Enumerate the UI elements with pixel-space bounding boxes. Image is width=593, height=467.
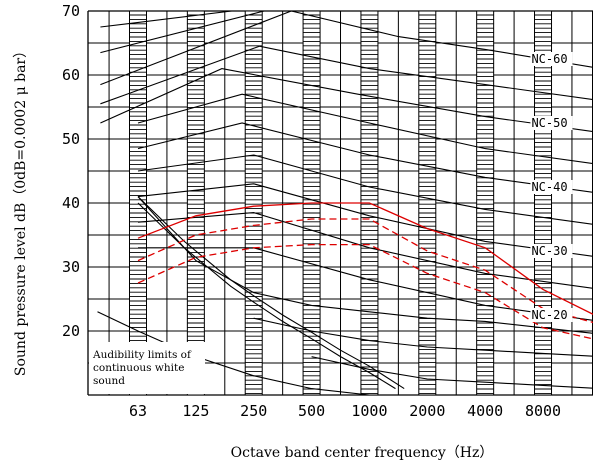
- note-line: continuous white: [93, 362, 184, 374]
- curve-label-nc-30: NC-30: [531, 244, 567, 258]
- series-line-9: [137, 212, 593, 289]
- note-line: sound: [93, 375, 125, 387]
- y-tick-label: 60: [62, 66, 80, 84]
- x-tick-label: 1000: [351, 402, 387, 420]
- x-tick-label: 4000: [467, 402, 503, 420]
- x-axis-title: Octave band center frequency（Hz）: [231, 445, 494, 461]
- curve-label-bg: [530, 180, 573, 194]
- series-line-18: [137, 218, 593, 324]
- curve-label-bg: [530, 116, 573, 130]
- band-column-125: [186, 10, 205, 396]
- curve-label-nc-40: NC-40: [531, 180, 567, 194]
- band-column-box: [534, 10, 553, 396]
- series-line-15: [137, 202, 396, 390]
- series-line-0: [100, 11, 232, 28]
- y-tick-label: 20: [62, 322, 80, 340]
- series-line-2: [100, 11, 593, 86]
- band-column-2000: [418, 10, 437, 396]
- curve-label-nc-60: NC-60: [531, 52, 567, 66]
- x-tick-label: 250: [240, 402, 267, 420]
- series-lines: [97, 11, 593, 395]
- band-column-250: [244, 10, 263, 396]
- band-column-4000: [476, 10, 495, 396]
- note-background: [89, 342, 205, 394]
- band-column-box: [418, 10, 437, 396]
- band-column-box: [476, 10, 495, 396]
- series-line-3: [100, 45, 593, 105]
- curve-label-nc-20: NC-20: [531, 308, 567, 322]
- series-line-17: [137, 202, 593, 315]
- series-line-7: [137, 154, 593, 225]
- x-tick-label: 8000: [525, 402, 561, 420]
- band-column-box: [244, 10, 263, 396]
- curve-label-bg: [530, 52, 573, 66]
- curve-label-bg: [530, 308, 573, 322]
- series-line-11: [137, 196, 593, 334]
- series-line-10: [138, 247, 593, 321]
- y-tick-label: 70: [62, 2, 80, 20]
- y-tick-label: 50: [62, 130, 80, 148]
- band-column-box: [186, 10, 205, 396]
- series-line-6: [137, 122, 593, 193]
- band-column-8000: [534, 10, 553, 396]
- x-tick-label: 125: [182, 402, 209, 420]
- curve-labels: NC-60 NC-50 NC-40 NC-30 NC-20: [530, 52, 573, 322]
- curve-label-bg: [530, 244, 573, 258]
- series-line-19: [137, 243, 593, 340]
- series-line-4: [100, 68, 593, 133]
- y-tick-label: 30: [62, 258, 80, 276]
- x-tick-label: 2000: [409, 402, 445, 420]
- series-line-12: [253, 317, 593, 357]
- series-line-1: [100, 11, 265, 54]
- y-axis-title: Sound pressure level dB（0dB=0.0002 μ bar…: [13, 44, 29, 376]
- series-line-14: [137, 196, 405, 390]
- x-tick-label: 63: [129, 402, 147, 420]
- y-tick-label: 40: [62, 194, 80, 212]
- series-line-8: [137, 183, 593, 257]
- x-tick-label: 500: [298, 402, 325, 420]
- note-line: Audibility limits of: [92, 349, 192, 361]
- series-line-5: [137, 93, 593, 165]
- tick-labels: 63 125 250 500 1000 2000 4000 8000 20 30 40 50 60 70: [62, 2, 561, 420]
- curve-label-nc-50: NC-50: [531, 116, 567, 130]
